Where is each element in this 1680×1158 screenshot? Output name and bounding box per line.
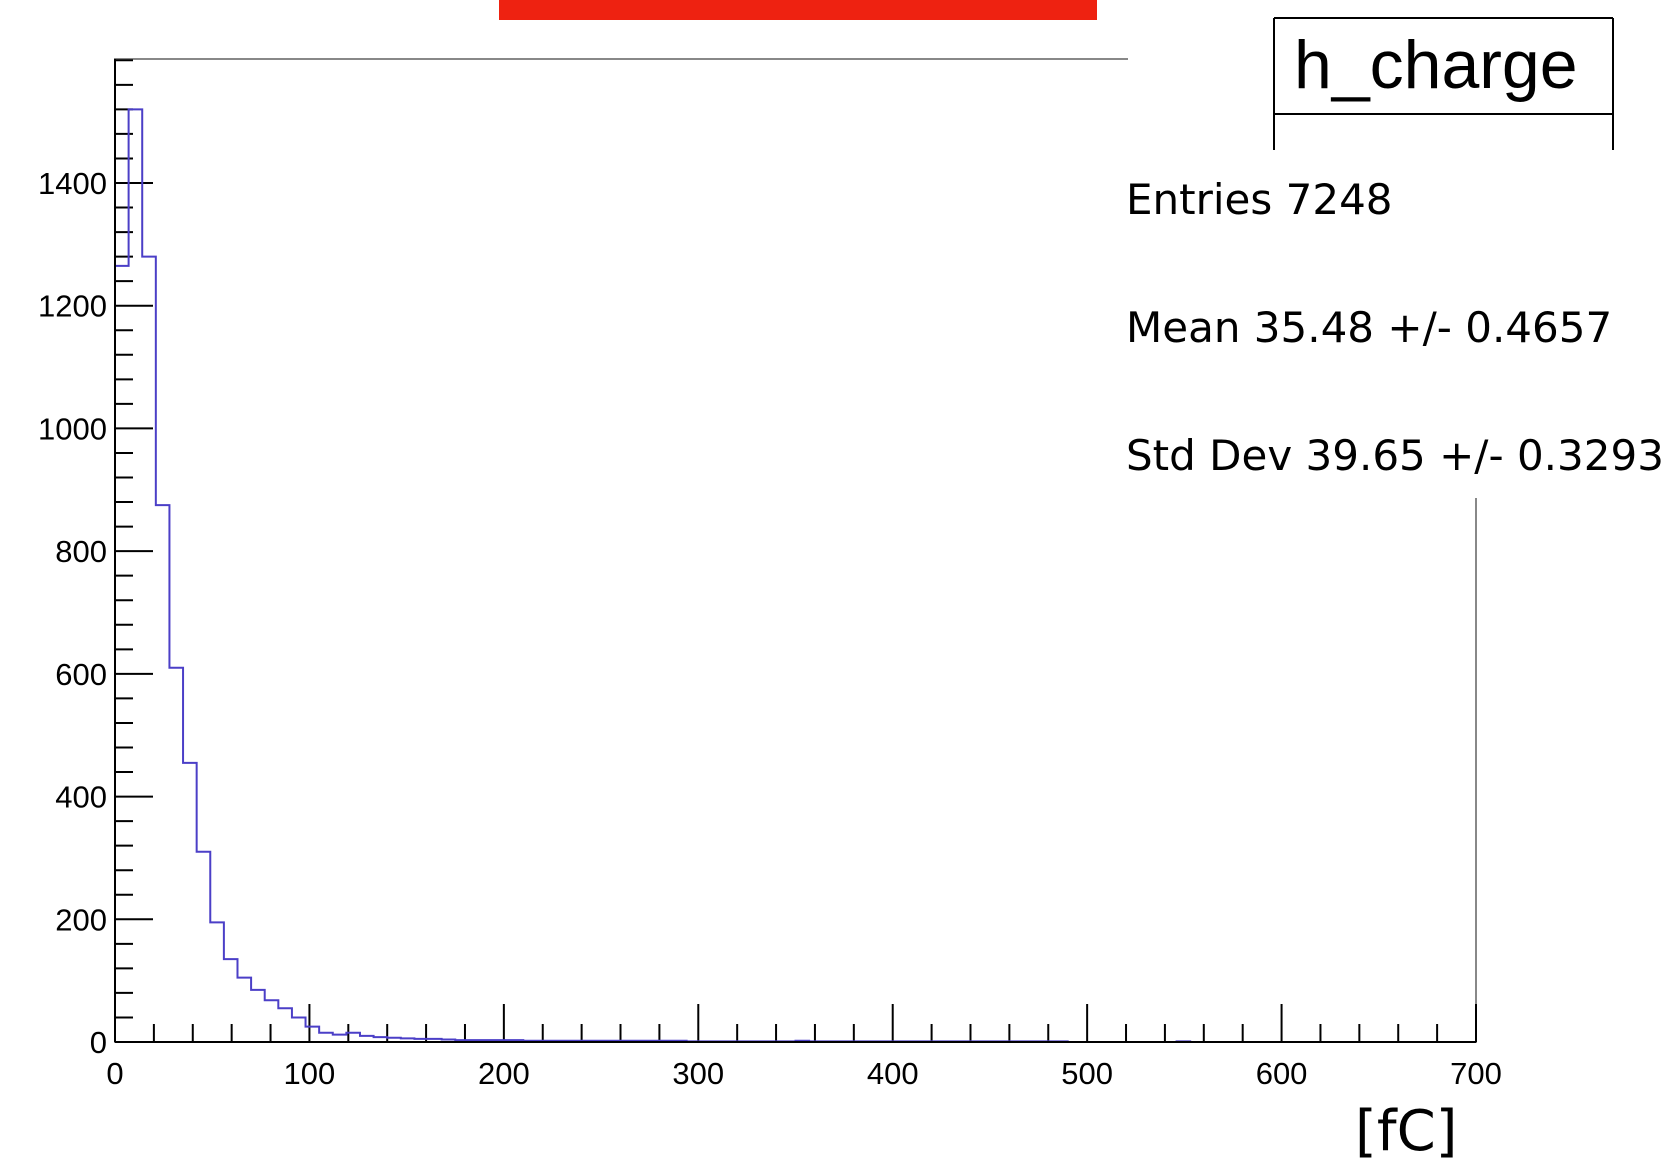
- y-axis-minor-ticks: [115, 59, 133, 1019]
- y-axis-tick-labels: 0 200 400 600 800 1000 1200 1400: [38, 166, 107, 1060]
- x-tick-label: 0: [106, 1056, 123, 1091]
- histogram-bin: [210, 922, 224, 1042]
- x-axis-tick-labels: 0 100 200 300 400 500 600 700: [106, 1056, 1501, 1091]
- y-tick-label: 200: [55, 902, 107, 937]
- histogram-bin: [319, 1033, 333, 1042]
- stats-box: h_charge Entries 7248 Mean 35.48 +/- 0.4…: [1126, 17, 1664, 498]
- histogram-bin: [224, 959, 238, 1042]
- y-tick-label: 600: [55, 657, 107, 692]
- histogram-bin: [306, 1027, 320, 1042]
- x-axis-label: [fC]: [1355, 1099, 1458, 1158]
- x-tick-label: 700: [1450, 1056, 1502, 1091]
- stats-mean: Mean 35.48 +/- 0.4657: [1126, 303, 1612, 352]
- histogram-bin: [278, 1008, 292, 1042]
- histogram-bin: [237, 978, 251, 1042]
- stats-box-background: [1128, 18, 1613, 498]
- histogram-bin: [169, 668, 183, 1042]
- x-tick-label: 400: [867, 1056, 919, 1091]
- histogram-bin: [346, 1033, 360, 1042]
- histogram-bins: [115, 109, 1190, 1042]
- x-tick-label: 500: [1061, 1056, 1113, 1091]
- histogram-bin: [183, 763, 197, 1042]
- histogram-bin: [292, 1017, 306, 1042]
- y-tick-label: 0: [90, 1025, 107, 1060]
- histogram-bin: [156, 505, 170, 1042]
- x-tick-label: 600: [1256, 1056, 1308, 1091]
- histogram-bin: [142, 257, 156, 1042]
- histogram-bin: [333, 1035, 347, 1042]
- stats-box-title: h_charge: [1294, 27, 1578, 103]
- stats-std-dev: Std Dev 39.65 +/- 0.3293: [1126, 431, 1664, 480]
- y-tick-label: 1200: [38, 289, 107, 324]
- y-tick-label: 1000: [38, 411, 107, 446]
- x-tick-label: 300: [672, 1056, 724, 1091]
- histogram-bin: [129, 109, 143, 1042]
- histogram-bin: [197, 852, 211, 1042]
- x-tick-label: 100: [284, 1056, 336, 1091]
- stats-entries: Entries 7248: [1126, 175, 1393, 224]
- y-tick-label: 400: [55, 780, 107, 815]
- title-banner: [499, 0, 1097, 20]
- y-tick-label: 1400: [38, 166, 107, 201]
- histogram-bin: [251, 990, 265, 1042]
- histogram-bin: [265, 1000, 279, 1042]
- y-tick-label: 800: [55, 534, 107, 569]
- x-tick-label: 200: [478, 1056, 530, 1091]
- histogram-bin: [115, 266, 129, 1042]
